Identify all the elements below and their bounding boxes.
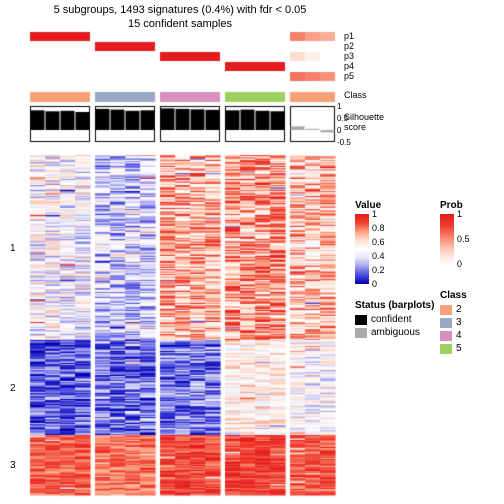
legend-status: Status (barplots) confidentambiguous [355, 300, 434, 340]
legend-value: Value 10.80.60.40.20 [355, 200, 381, 284]
heatmap-canvas [0, 0, 504, 504]
legend-prob: Prob 10.50 [440, 200, 463, 264]
prob-gradient [440, 214, 454, 264]
value-gradient [355, 214, 369, 284]
legend-class: Class 2345 [440, 290, 467, 356]
